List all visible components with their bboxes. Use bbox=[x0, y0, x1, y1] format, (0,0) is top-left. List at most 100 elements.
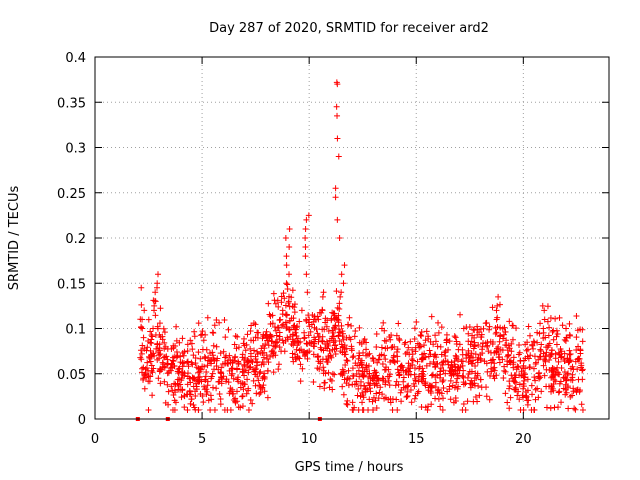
data-point bbox=[328, 335, 335, 342]
data-point bbox=[412, 377, 419, 384]
data-point bbox=[444, 358, 451, 365]
data-point bbox=[321, 385, 328, 392]
data-point bbox=[190, 375, 197, 382]
data-point bbox=[225, 357, 232, 364]
data-point bbox=[270, 369, 277, 376]
data-point bbox=[229, 365, 236, 372]
data-point bbox=[385, 377, 392, 384]
data-point bbox=[561, 350, 568, 357]
data-point bbox=[239, 380, 246, 387]
data-point bbox=[532, 361, 539, 367]
data-point bbox=[570, 388, 577, 395]
data-point bbox=[437, 371, 444, 378]
y-tick-label: 0.4 bbox=[65, 51, 86, 66]
data-point bbox=[547, 405, 554, 412]
data-point bbox=[457, 311, 464, 318]
data-point bbox=[577, 350, 584, 357]
data-point bbox=[241, 381, 248, 388]
data-point bbox=[340, 391, 347, 398]
data-point bbox=[271, 297, 278, 304]
data-point bbox=[269, 320, 276, 327]
data-point bbox=[510, 354, 517, 361]
data-point bbox=[207, 392, 214, 399]
data-point bbox=[514, 363, 521, 370]
data-point bbox=[199, 346, 206, 353]
data-point bbox=[225, 326, 232, 333]
data-point bbox=[497, 332, 504, 339]
data-point bbox=[259, 335, 266, 342]
data-point bbox=[239, 393, 246, 400]
data-point bbox=[550, 336, 557, 343]
data-point bbox=[197, 355, 204, 362]
data-point bbox=[208, 375, 215, 382]
data-point bbox=[302, 225, 309, 232]
data-point bbox=[149, 333, 156, 340]
data-point bbox=[504, 347, 511, 354]
data-point bbox=[342, 361, 349, 368]
data-point bbox=[481, 358, 488, 365]
data-point bbox=[245, 387, 252, 394]
data-point bbox=[138, 284, 145, 291]
data-point bbox=[426, 360, 433, 367]
data-point bbox=[455, 346, 462, 353]
data-point bbox=[216, 390, 223, 397]
data-point bbox=[190, 401, 197, 408]
data-point bbox=[232, 399, 239, 406]
data-point bbox=[567, 350, 574, 357]
data-point bbox=[209, 349, 216, 356]
data-point bbox=[575, 343, 582, 350]
data-point bbox=[500, 335, 507, 342]
data-point bbox=[496, 333, 503, 340]
data-point bbox=[412, 348, 419, 355]
data-point bbox=[369, 398, 376, 405]
data-point bbox=[187, 337, 194, 344]
data-point bbox=[408, 356, 415, 363]
data-point bbox=[164, 360, 171, 367]
data-point bbox=[213, 343, 220, 350]
data-point bbox=[474, 359, 481, 366]
data-point bbox=[502, 368, 509, 375]
data-point bbox=[284, 281, 291, 288]
data-point bbox=[540, 362, 547, 369]
data-point bbox=[394, 366, 401, 373]
data-point bbox=[229, 390, 236, 397]
data-point bbox=[444, 388, 451, 395]
data-point bbox=[346, 334, 353, 341]
data-point bbox=[565, 405, 572, 412]
data-point bbox=[194, 377, 201, 384]
data-point bbox=[520, 357, 527, 364]
data-point bbox=[235, 359, 242, 366]
data-point bbox=[411, 395, 418, 402]
data-point bbox=[265, 337, 272, 344]
data-point bbox=[518, 368, 525, 375]
data-point bbox=[184, 381, 191, 388]
data-point bbox=[181, 348, 188, 355]
data-point bbox=[465, 338, 472, 345]
data-point bbox=[380, 319, 387, 326]
data-point bbox=[459, 373, 466, 380]
data-point bbox=[293, 332, 300, 339]
data-point bbox=[552, 315, 559, 322]
data-point bbox=[184, 348, 191, 355]
data-point bbox=[291, 309, 298, 316]
data-point bbox=[453, 338, 460, 345]
data-point bbox=[332, 342, 339, 349]
data-point bbox=[218, 364, 225, 371]
data-point bbox=[409, 346, 416, 353]
data-point bbox=[438, 324, 445, 331]
data-point bbox=[375, 377, 382, 384]
data-point bbox=[254, 358, 261, 365]
data-point bbox=[465, 371, 472, 378]
data-point bbox=[232, 332, 239, 339]
data-point bbox=[301, 334, 308, 341]
data-point bbox=[538, 388, 545, 395]
data-point bbox=[139, 342, 146, 349]
data-point bbox=[140, 334, 147, 341]
data-point bbox=[361, 336, 368, 343]
data-point bbox=[282, 302, 289, 309]
data-point bbox=[532, 396, 539, 403]
data-point bbox=[527, 364, 534, 371]
data-point bbox=[435, 319, 442, 326]
data-point bbox=[471, 342, 478, 349]
data-point bbox=[241, 335, 248, 342]
